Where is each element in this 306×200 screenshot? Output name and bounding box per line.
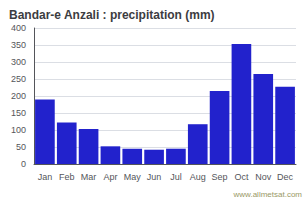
svg-text:May: May (124, 172, 142, 182)
svg-text:Mar: Mar (81, 172, 97, 182)
svg-text:200: 200 (11, 91, 26, 101)
svg-text:50: 50 (16, 142, 26, 152)
svg-text:Aug: Aug (190, 172, 206, 182)
svg-text:Sep: Sep (212, 172, 228, 182)
svg-text:350: 350 (11, 40, 26, 50)
svg-text:300: 300 (11, 57, 26, 67)
svg-text:150: 150 (11, 108, 26, 118)
svg-text:400: 400 (11, 23, 26, 33)
svg-text:Jan: Jan (38, 172, 53, 182)
svg-text:Nov: Nov (255, 172, 272, 182)
svg-text:Jun: Jun (147, 172, 162, 182)
svg-text:100: 100 (11, 125, 26, 135)
svg-text:www.allmetsat.com: www.allmetsat.com (233, 190, 303, 199)
svg-text:0: 0 (21, 159, 26, 169)
svg-text:Dec: Dec (277, 172, 294, 182)
svg-text:Apr: Apr (103, 172, 117, 182)
svg-text:250: 250 (11, 74, 26, 84)
svg-text:Feb: Feb (59, 172, 75, 182)
svg-text:Bandar-e Anzali : precipitatio: Bandar-e Anzali : precipitation (mm) (9, 8, 215, 22)
svg-text:Oct: Oct (234, 172, 249, 182)
svg-text:Jul: Jul (170, 172, 182, 182)
